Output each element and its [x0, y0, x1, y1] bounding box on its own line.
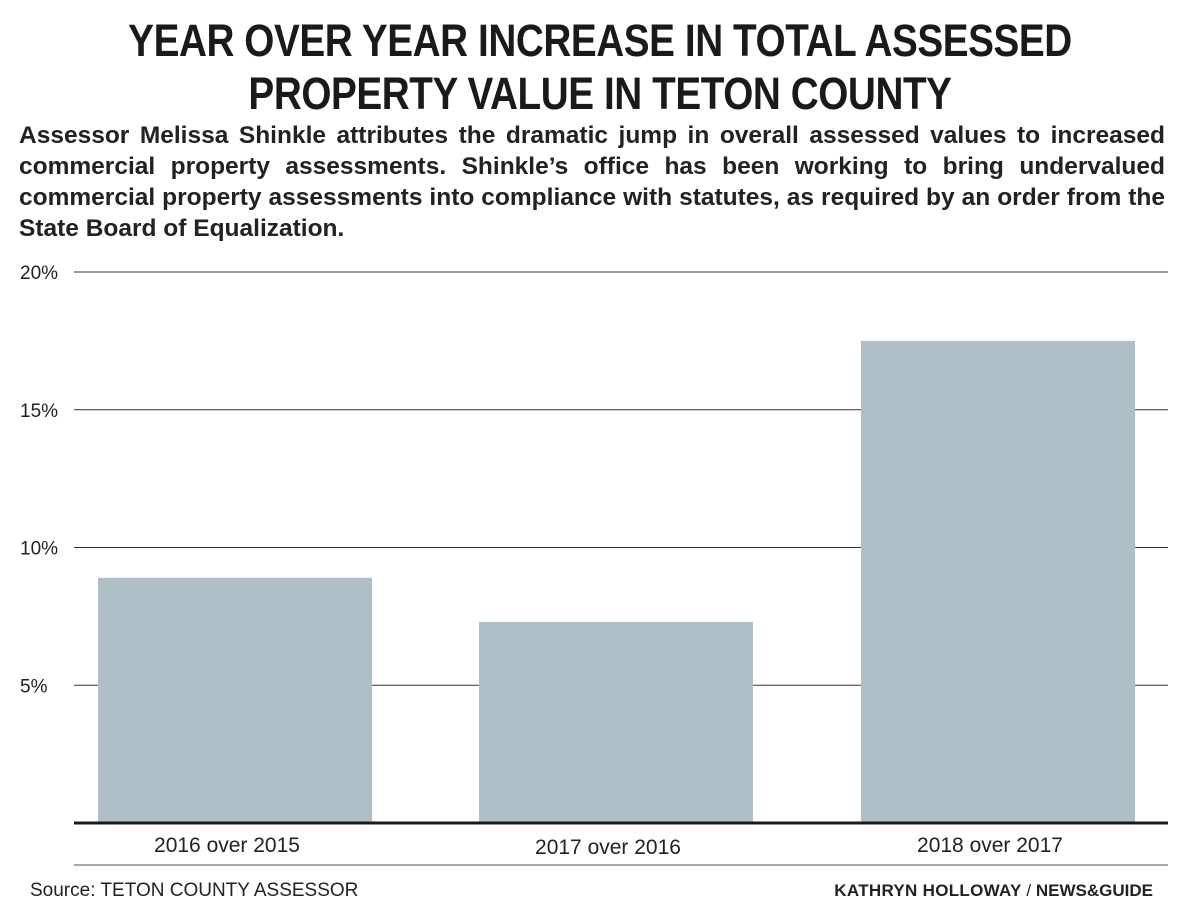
chart-subtitle: Assessor Melissa Shinkle attributes the …: [19, 122, 1165, 242]
bar: [98, 577, 372, 823]
source-note: Source: TETON COUNTY ASSESSOR: [30, 880, 359, 901]
credit-author: KATHRYN HOLLOWAY: [834, 881, 1022, 900]
y-tick-label: 20%: [20, 263, 58, 284]
chart-title-line-2: PROPERTY VALUE IN TETON COUNTY: [248, 68, 952, 119]
y-tick-label: 10%: [20, 539, 58, 560]
bar: [861, 340, 1135, 823]
bar: [479, 621, 753, 823]
y-tick-label: 15%: [20, 401, 58, 422]
x-category-label: 2017 over 2016: [535, 836, 681, 859]
y-axis-tick-labels: 5% 10% 15% 20%: [20, 263, 58, 697]
chart-title-line-1: YEAR OVER YEAR INCREASE IN TOTAL ASSESSE…: [128, 15, 1072, 66]
x-category-label: 2018 over 2017: [917, 834, 1063, 857]
credit-separator: /: [1021, 881, 1036, 900]
y-tick-label: 5%: [20, 676, 48, 697]
credit-organization: NEWS&GUIDE: [1035, 881, 1153, 900]
credit-line: KATHRYN HOLLOWAY / NEWS&GUIDE: [834, 881, 1153, 901]
chart-title: YEAR OVER YEAR INCREASE IN TOTAL ASSESSE…: [84, 14, 1116, 120]
x-axis-category-labels: 2016 over 2015 2017 over 2016 2018 over 20…: [154, 834, 1063, 859]
x-category-label: 2016 over 2015: [154, 834, 300, 857]
bars: [98, 340, 1135, 823]
